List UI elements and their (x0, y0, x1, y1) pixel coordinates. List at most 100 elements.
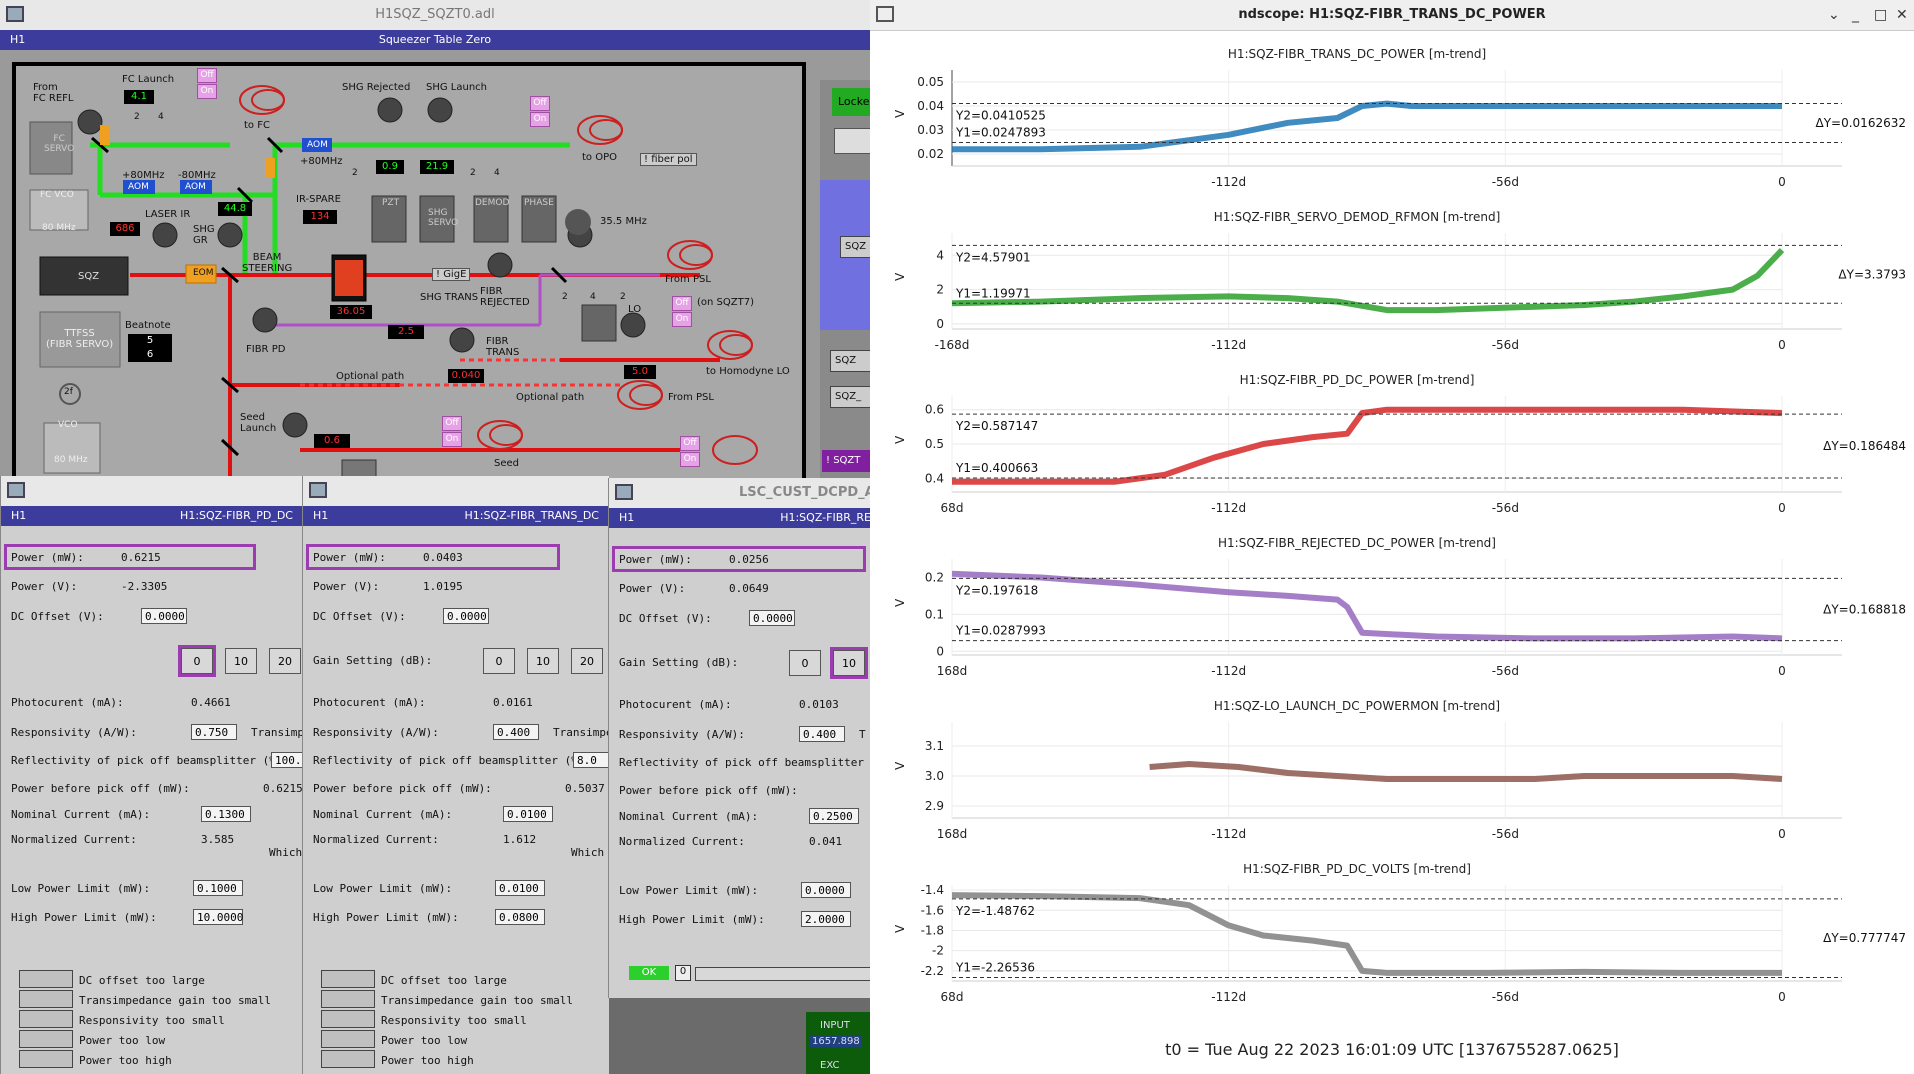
readout-shg-rejected: 0.9 (376, 160, 404, 174)
high-limit-input[interactable]: 2.0000 (801, 911, 851, 927)
responsivity-input[interactable]: 0.400 (493, 724, 539, 740)
responsivity-input[interactable]: 0.400 (799, 726, 845, 742)
gige-button[interactable]: ! GigE (432, 268, 471, 281)
label-fc-servo: FC SERVO (44, 134, 75, 154)
seed2-on[interactable]: On (680, 452, 700, 467)
chevron-down-icon[interactable]: ⌄ (1828, 7, 1840, 23)
cursor-y2-label: Y2=0.587147 (955, 419, 1038, 433)
gain-setting-label: Gain Setting (dB): (313, 654, 433, 667)
nominal-current-input[interactable]: 0.1300 (201, 806, 251, 822)
high-limit-input[interactable]: 0.0800 (495, 909, 545, 925)
progress-bar (695, 967, 871, 981)
shg-launch-off[interactable]: Off (530, 96, 550, 111)
x-tick-label: -56d (1492, 827, 1519, 841)
readout-fc-launch: 4.1 (124, 90, 154, 104)
maximize-icon[interactable]: □ (1874, 7, 1888, 23)
y-tick-label: 0.02 (917, 147, 944, 161)
gain-button-20[interactable]: 20 (571, 648, 603, 674)
window-menu-icon[interactable] (7, 482, 25, 498)
nominal-current-input[interactable]: 0.2500 (809, 808, 859, 824)
label-4-a: 4 (158, 112, 164, 122)
normalized-current-label: Normalized Current: (619, 835, 745, 848)
panel-titlebar[interactable]: LSC_CUST_DCPD_AI (609, 478, 871, 509)
ndscope-titlebar[interactable]: ndscope: H1:SQZ-FIBR_TRANS_DC_POWER (870, 0, 1914, 31)
window-menu-icon[interactable] (309, 482, 327, 498)
cursor-y1-label: Y1=-2.26536 (955, 960, 1035, 974)
seed2-off[interactable]: Off (680, 436, 700, 451)
power-monitor-panel: H1 H1:SQZ-FIBR_TRANS_DC Power (mW): 0.040… (302, 476, 609, 1074)
nominal-current-input[interactable]: 0.0100 (503, 806, 553, 822)
fc-launch-off[interactable]: Off (197, 68, 217, 83)
low-limit-input[interactable]: 0.0000 (801, 882, 851, 898)
gain-button-20[interactable]: 20 (269, 648, 301, 674)
y-tick-label: 0.05 (917, 75, 944, 89)
high-limit-input[interactable]: 10.0000 (193, 909, 243, 925)
low-limit-label: Low Power Limit (mW): (11, 882, 151, 895)
sqz-button-1[interactable]: SQZ (840, 236, 870, 258)
sqzt0-titlebar[interactable]: H1SQZ_SQZT0.adl (0, 0, 870, 31)
input-label: INPUT (820, 1020, 850, 1031)
sqz-button-2[interactable]: SQZ (830, 350, 870, 372)
responsivity-label: Responsivity (A/W): (11, 726, 137, 739)
window-menu-icon[interactable] (6, 6, 24, 22)
minimize-icon[interactable]: _ (1852, 7, 1859, 23)
seed-on[interactable]: On (442, 432, 462, 447)
responsivity-input[interactable]: 0.750 (191, 724, 237, 740)
seed-off[interactable]: Off (442, 416, 462, 431)
alarm-indicator (19, 1010, 73, 1028)
gain-button-0[interactable]: 0 (789, 650, 821, 676)
label-ttfss: TTFSS (FIBR SERVO) (46, 328, 114, 350)
window-menu-icon[interactable] (615, 484, 633, 500)
ndscope-plots[interactable]: H1:SQZ-FIBR_TRANS_DC_POWER [m-trend] 0.02… (870, 30, 1914, 1040)
series-line (1149, 761, 1783, 782)
lo-off[interactable]: Off (672, 296, 692, 311)
normalized-current-label: Normalized Current: (313, 833, 439, 846)
readout-green-mid: 44.8 (218, 202, 252, 216)
lo-on[interactable]: On (672, 312, 692, 327)
low-limit-label: Low Power Limit (mW): (619, 884, 759, 897)
label-2-e: 2 (620, 292, 626, 302)
sqz-button-3[interactable]: SQZ_ (830, 386, 870, 408)
y-tick-label: 3.1 (925, 739, 944, 753)
power-v-value: 1.0195 (423, 580, 463, 593)
shg-launch-on[interactable]: On (530, 112, 550, 127)
label-laser-ir: LASER IR (145, 209, 191, 220)
label-shg-rejected: SHG Rejected (342, 82, 411, 93)
low-limit-input[interactable]: 0.1000 (193, 880, 243, 896)
y-tick-label: 0.1 (925, 607, 944, 621)
dc-offset-label: DC Offset (V): (313, 610, 406, 623)
y-axis-label: V (893, 924, 907, 933)
gain-button-0[interactable]: 0 (483, 648, 515, 674)
reflectivity-input[interactable]: 100.0 (271, 752, 303, 768)
close-icon[interactable]: ✕ (1896, 7, 1908, 23)
label-demod: DEMOD (475, 198, 510, 208)
low-limit-input[interactable]: 0.0100 (495, 880, 545, 896)
ndscope-menu-icon[interactable] (876, 6, 894, 22)
transimpedance-label: Transimp (251, 726, 303, 739)
dc-offset-label: DC Offset (V): (619, 612, 712, 625)
gain-button-10[interactable]: 10 (830, 647, 868, 679)
sqzt-button[interactable]: ! SQZT (822, 450, 870, 472)
reflectivity-input[interactable]: 8.0 (573, 752, 609, 768)
gain-button-10[interactable]: 10 (527, 648, 559, 674)
dc-offset-input[interactable]: 0.0000 (443, 608, 489, 624)
panel-titlebar[interactable] (303, 476, 609, 507)
gain-button-0[interactable]: 0 (178, 645, 216, 677)
responsivity-label: Responsivity (A/W): (313, 726, 439, 739)
gain-button-10[interactable]: 10 (225, 648, 257, 674)
readout-fibr-rejected: 2.5 (388, 325, 424, 339)
dc-offset-input[interactable]: 0.0000 (141, 608, 187, 624)
x-tick-label: -56d (1492, 338, 1519, 352)
x-tick-label: -168d (935, 338, 970, 352)
fiber-pol-button[interactable]: ! fiber pol (640, 153, 697, 166)
power-before-label: Power before pick off (mW): (619, 784, 798, 797)
blank-button-1[interactable] (834, 128, 870, 154)
label-to-fc: to FC (244, 120, 270, 131)
ndscope-title: ndscope: H1:SQZ-FIBR_TRANS_DC_POWER (1238, 7, 1546, 22)
label-2-a: 2 (134, 112, 140, 122)
panel-titlebar[interactable] (1, 476, 303, 507)
label-2f: 2f (64, 387, 73, 397)
fc-launch-on[interactable]: On (197, 84, 217, 99)
ok-button[interactable]: OK (629, 966, 669, 980)
dc-offset-input[interactable]: 0.0000 (749, 610, 795, 626)
